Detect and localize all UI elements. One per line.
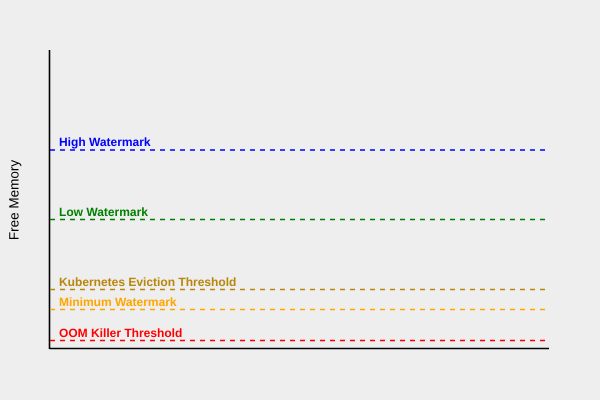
- svg-text:Free Memory: Free Memory: [7, 160, 22, 241]
